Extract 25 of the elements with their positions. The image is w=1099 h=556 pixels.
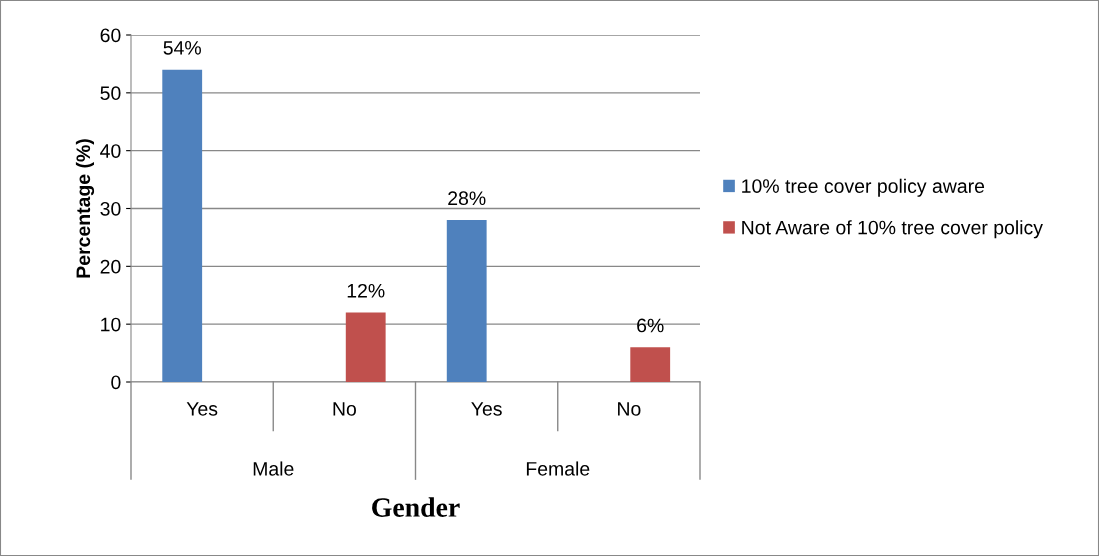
y-tick-label: 40 [100,144,121,158]
bar [630,347,671,382]
data-label: 6% [637,318,664,333]
text: Female [526,461,590,476]
y-tick-label: 20 [100,259,121,274]
y-tick-label: 30 [100,201,121,216]
data-label: 28% [448,191,486,206]
x-tick-label: No [333,402,356,416]
legend-label: Not Aware of 10% tree cover policy [742,220,1043,239]
data-label: 54% [163,41,201,55]
y-tick-label: 60 [100,28,121,43]
x-axis-title: Gender [372,497,460,517]
x-tick-label: Yes [471,402,502,416]
y-tick-label: 0 [111,375,121,390]
y-tick-label: 10 [101,317,121,332]
x-tick-label: Yes [186,402,218,416]
text: Male [253,461,294,476]
y-tick-label: 50 [100,86,121,101]
bar [446,220,487,382]
x-tick-label: No [618,402,641,416]
data-label: 12% [347,283,385,298]
bar [345,312,386,382]
legend-label: 10% tree cover policy aware [742,178,985,197]
bar [162,69,203,382]
y-axis-title: Percentage (%) [75,139,95,278]
